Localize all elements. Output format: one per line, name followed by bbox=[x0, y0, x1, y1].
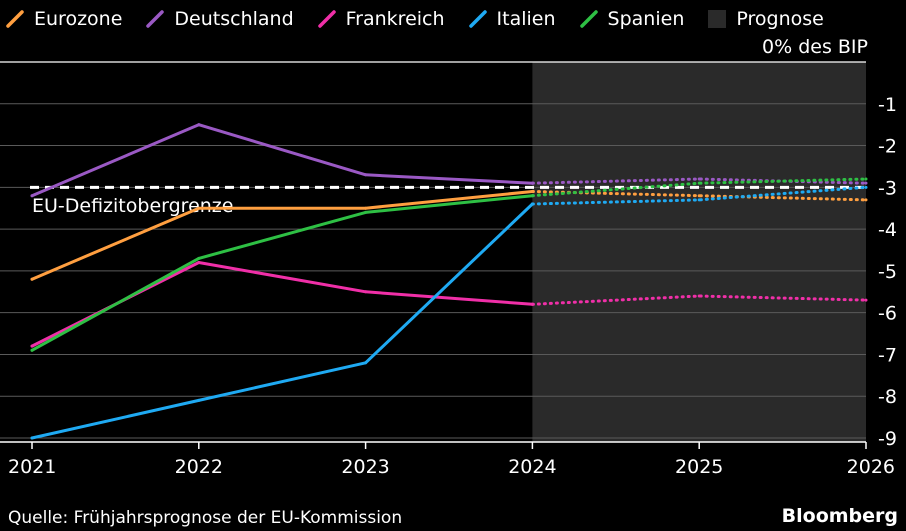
legend-item-italien: Italien bbox=[468, 8, 556, 30]
legend-label: Frankreich bbox=[345, 8, 445, 30]
source-note: Quelle: Frühjahrsprognose der EU-Kommiss… bbox=[8, 508, 403, 528]
y-tick-label: -6 bbox=[878, 303, 897, 325]
legend-line-marker bbox=[146, 10, 165, 28]
data-point-spanien bbox=[697, 181, 701, 185]
data-point-italien bbox=[530, 202, 534, 206]
data-point-italien bbox=[697, 198, 701, 202]
chart-legend: Eurozone Deutschland Frankreich Italien Span… bbox=[6, 6, 824, 32]
data-point-frankreich bbox=[364, 290, 368, 294]
legend-label: Spanien bbox=[607, 8, 685, 30]
y-axis-unit-label: 0% des BIP bbox=[762, 36, 868, 58]
data-point-italien bbox=[364, 361, 368, 365]
y-tick-label: -1 bbox=[878, 94, 897, 116]
series-line-deutschland bbox=[30, 123, 534, 198]
brand-logo: Bloomberg bbox=[781, 505, 898, 527]
y-tick-label: -7 bbox=[878, 344, 897, 366]
data-point-eurozone bbox=[864, 198, 868, 202]
legend-label: Deutschland bbox=[174, 8, 294, 30]
legend-swatch bbox=[708, 10, 727, 28]
data-point-deutschland bbox=[864, 181, 868, 185]
y-tick-label: -3 bbox=[878, 177, 897, 199]
series-line-eurozone bbox=[30, 190, 534, 281]
legend-label: Prognose bbox=[736, 8, 824, 30]
series-line-spanien bbox=[30, 194, 534, 352]
forecast-shade bbox=[532, 62, 866, 442]
data-point-spanien bbox=[530, 194, 534, 198]
data-point-frankreich bbox=[864, 298, 868, 302]
data-point-spanien bbox=[364, 210, 368, 214]
data-point-deutschland bbox=[30, 194, 34, 198]
legend-item-deutschland: Deutschland bbox=[146, 8, 294, 30]
legend-line-marker bbox=[579, 10, 598, 28]
data-point-frankreich bbox=[30, 344, 34, 348]
data-point-eurozone bbox=[197, 206, 201, 210]
legend-item-eurozone: Eurozone bbox=[6, 8, 122, 30]
data-point-spanien bbox=[864, 177, 868, 181]
x-tick-label: 2026 bbox=[847, 456, 895, 478]
data-point-frankreich bbox=[697, 294, 701, 298]
legend-item-spanien: Spanien bbox=[579, 8, 685, 30]
y-tick-label: -9 bbox=[878, 428, 897, 450]
y-tick-label: -8 bbox=[878, 386, 897, 408]
data-point-spanien bbox=[197, 256, 201, 260]
data-point-deutschland bbox=[697, 177, 701, 181]
reference-line-label: EU-Defizitobergrenze bbox=[32, 195, 233, 217]
line-chart: -1 -2 -3 -4 -5 -6 -7 -8 -9 2021 2022 2023 2024 2025 20… bbox=[0, 61, 897, 478]
data-point-italien bbox=[197, 398, 201, 402]
legend-line-marker bbox=[6, 10, 24, 28]
data-point-spanien bbox=[30, 348, 34, 352]
data-point-eurozone bbox=[530, 190, 534, 194]
x-tick-label: 2021 bbox=[8, 456, 56, 478]
legend-item-frankreich: Frankreich bbox=[317, 8, 445, 30]
legend-line-marker bbox=[468, 10, 487, 28]
legend-item-prognose: Prognose bbox=[708, 8, 824, 30]
data-point-italien bbox=[864, 185, 868, 189]
x-tick-label: 2024 bbox=[508, 456, 556, 478]
y-tick-label: -4 bbox=[878, 219, 897, 241]
data-point-italien bbox=[30, 436, 34, 440]
data-point-frankreich bbox=[197, 261, 201, 265]
series-line-italien bbox=[30, 202, 534, 440]
x-tick-label: 2025 bbox=[675, 456, 723, 478]
x-tick-label: 2023 bbox=[341, 456, 389, 478]
data-point-deutschland bbox=[197, 123, 201, 127]
data-point-frankreich bbox=[530, 302, 534, 306]
data-point-deutschland bbox=[530, 181, 534, 185]
x-tick-label: 2022 bbox=[175, 456, 223, 478]
data-point-deutschland bbox=[364, 173, 368, 177]
y-tick-label: -2 bbox=[878, 136, 897, 158]
y-tick-label: -5 bbox=[878, 261, 897, 283]
legend-line-marker bbox=[317, 10, 336, 28]
legend-label: Italien bbox=[496, 8, 556, 30]
data-point-eurozone bbox=[30, 277, 34, 281]
legend-label: Eurozone bbox=[34, 8, 123, 30]
data-point-eurozone bbox=[697, 194, 701, 198]
data-point-eurozone bbox=[364, 206, 368, 210]
